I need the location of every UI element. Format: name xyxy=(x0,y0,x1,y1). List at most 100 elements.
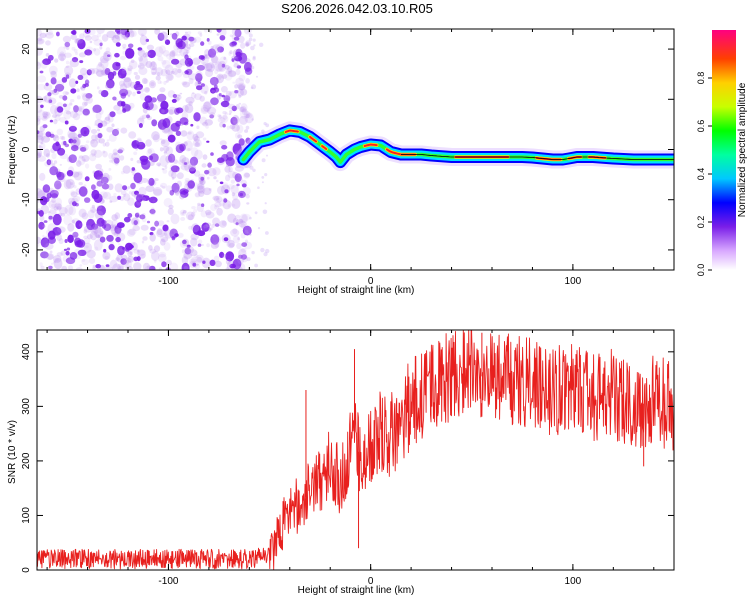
y-tick-label: 0 xyxy=(21,146,32,152)
noise-blob xyxy=(261,176,265,179)
y-tick-label: 200 xyxy=(21,452,32,469)
noise-blob xyxy=(87,209,95,219)
noise-blob xyxy=(148,196,158,204)
noise-blob xyxy=(38,221,45,230)
noise-blob xyxy=(202,187,212,196)
noise-blob xyxy=(190,123,194,127)
colorbar-tick-label: 0.4 xyxy=(696,168,706,181)
noise-blob xyxy=(129,251,133,256)
noise-blob xyxy=(63,214,73,226)
noise-blob xyxy=(181,249,186,254)
noise-blob xyxy=(259,42,264,47)
noise-blob xyxy=(202,137,207,141)
noise-blob xyxy=(65,257,76,265)
noise-blob xyxy=(221,63,226,68)
noise-blob xyxy=(160,139,166,145)
noise-blob xyxy=(83,229,88,234)
noise-blob xyxy=(187,180,195,189)
noise-blob xyxy=(132,91,136,97)
noise-blob xyxy=(40,60,48,69)
noise-blob xyxy=(201,257,211,269)
noise-blob xyxy=(184,247,192,255)
noise-blob xyxy=(115,42,121,47)
noise-blob xyxy=(197,243,202,247)
noise-blob xyxy=(143,87,150,93)
noise-blob xyxy=(205,125,209,129)
noise-blob xyxy=(60,57,65,62)
noise-blob xyxy=(222,111,227,115)
noise-blob xyxy=(54,134,59,139)
noise-blob xyxy=(225,251,235,262)
noise-blob xyxy=(223,95,231,103)
noise-blob xyxy=(238,220,247,228)
noise-blob xyxy=(42,225,46,228)
noise-blob xyxy=(155,75,161,81)
noise-blob xyxy=(207,40,212,45)
noise-blob xyxy=(40,265,45,270)
noise-blob xyxy=(99,42,103,47)
noise-blob xyxy=(75,38,84,44)
noise-blob xyxy=(65,178,75,189)
noise-blob xyxy=(235,132,241,139)
noise-blob xyxy=(111,157,119,165)
noise-blob xyxy=(51,89,60,96)
noise-blob xyxy=(100,57,109,69)
noise-blob xyxy=(48,215,53,220)
noise-blob xyxy=(90,129,98,134)
noise-blob xyxy=(156,228,163,236)
noise-blob xyxy=(205,209,212,216)
noise-blob xyxy=(146,147,155,159)
noise-blob xyxy=(236,124,244,134)
noise-blob xyxy=(103,248,107,253)
noise-blob xyxy=(211,56,220,65)
noise-blob xyxy=(71,145,79,152)
noise-blob xyxy=(233,63,240,68)
noise-blob xyxy=(188,43,195,48)
noise-blob xyxy=(224,165,231,173)
noise-blob xyxy=(98,61,103,67)
noise-blob xyxy=(97,133,103,139)
noise-blob xyxy=(250,86,254,90)
noise-blob xyxy=(180,216,186,221)
trace-hot-segment xyxy=(321,145,328,150)
noise-blob xyxy=(244,239,249,244)
noise-blob xyxy=(91,184,96,191)
y-tick-label: 100 xyxy=(21,507,32,524)
noise-blob xyxy=(216,179,219,183)
noise-blob xyxy=(64,41,71,48)
noise-blob xyxy=(156,162,161,167)
noise-blob xyxy=(39,172,46,181)
noise-blob xyxy=(124,257,132,264)
noise-blob xyxy=(93,48,101,56)
noise-blob xyxy=(232,119,237,123)
noise-blob xyxy=(66,170,74,177)
noise-blob xyxy=(233,36,240,41)
noise-blob xyxy=(76,160,82,167)
noise-blob xyxy=(136,139,144,146)
noise-blob xyxy=(163,80,167,85)
noise-blob xyxy=(63,109,72,120)
noise-blob xyxy=(194,149,203,160)
noise-blob xyxy=(70,191,78,198)
noise-blob xyxy=(128,244,134,249)
noise-blob xyxy=(165,73,174,82)
noise-blob xyxy=(120,92,127,99)
noise-blob xyxy=(265,123,270,128)
noise-blob xyxy=(62,35,71,43)
y-tick-label: 10 xyxy=(21,93,32,105)
noise-blob xyxy=(164,64,174,75)
noise-blob xyxy=(54,58,59,63)
trace-center-line xyxy=(401,154,674,160)
noise-blob xyxy=(127,29,133,34)
noise-blob xyxy=(217,60,227,72)
noise-blob xyxy=(224,189,229,194)
noise-blob xyxy=(170,122,180,132)
noise-blob xyxy=(49,166,59,176)
noise-blob xyxy=(231,203,236,207)
noise-blob xyxy=(114,34,120,40)
noise-blob xyxy=(237,134,243,139)
noise-blob xyxy=(159,31,168,41)
noise-blob xyxy=(127,82,131,87)
noise-blob xyxy=(127,186,131,189)
noise-blob xyxy=(100,174,108,182)
